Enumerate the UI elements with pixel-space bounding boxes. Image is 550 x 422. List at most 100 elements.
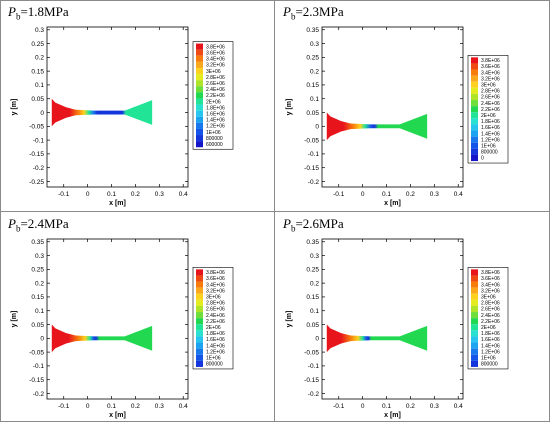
- legend-swatch: [471, 318, 478, 325]
- legend-swatch: [196, 360, 203, 367]
- x-tick-label: -0.1: [333, 191, 345, 198]
- contour-panel-3: Pb=2.4MPa -0.1 0 0.1 0.2 0.3 0.4 0.35 0.3 0.25 0.…: [0, 212, 274, 422]
- legend-label: 3E+06: [481, 83, 496, 89]
- legend-label: 2.8E+06: [206, 301, 225, 307]
- y-tick-label: -0.1: [33, 363, 45, 370]
- param-subscript: b: [15, 11, 21, 22]
- legend-swatch: [196, 287, 203, 294]
- y-tick-label: 0.3: [310, 41, 319, 48]
- legend-swatch: [196, 348, 203, 355]
- legend-swatch: [471, 312, 478, 319]
- y-tick-label: 0.05: [306, 322, 319, 329]
- legend-swatch: [196, 318, 203, 325]
- legend-swatch: [196, 43, 203, 50]
- legend-swatch: [196, 74, 203, 81]
- x-tick-label: 0: [361, 403, 365, 410]
- legend-label: 1.4E+06: [481, 131, 500, 137]
- legend-label: 1.2E+06: [481, 137, 500, 143]
- legend-label: 2.2E+06: [206, 319, 225, 325]
- nozzle-flow-field: [326, 324, 428, 353]
- legend-swatch: [196, 122, 203, 129]
- legend-swatch: [471, 112, 478, 119]
- y-tick-label: 0.05: [31, 322, 44, 329]
- x-axis-label: x [m]: [384, 200, 401, 207]
- legend-label: 800000: [206, 136, 223, 142]
- x-tick-label: -0.1: [58, 191, 70, 198]
- legend-label: 600000: [206, 142, 223, 148]
- legend-swatch: [196, 86, 203, 93]
- y-tick-label: 0.15: [31, 294, 44, 301]
- y-tick-label: -0.05: [29, 349, 44, 356]
- legend-swatch: [471, 287, 478, 294]
- legend-label: 2.6E+06: [481, 95, 500, 101]
- y-tick-label: 0.1: [35, 308, 44, 315]
- legend-swatch: [471, 69, 478, 76]
- legend-label: 3.2E+06: [481, 76, 500, 82]
- y-tick-label: 0.1: [35, 82, 44, 89]
- legend-swatch: [196, 312, 203, 319]
- x-tick-label: 0.4: [179, 403, 188, 410]
- x-tick-label: 0.3: [430, 403, 439, 410]
- legend-swatch: [196, 293, 203, 300]
- y-tick-label: -0.1: [33, 137, 45, 144]
- legend-label: 2.2E+06: [206, 93, 225, 99]
- legend-swatch: [471, 57, 478, 64]
- legend-swatch: [196, 67, 203, 75]
- legend-label: 1E+06: [206, 130, 221, 136]
- legend-swatch: [196, 342, 203, 349]
- legend-swatch: [196, 141, 203, 148]
- y-tick-label: -0.1: [308, 363, 320, 370]
- legend-swatch: [471, 75, 478, 82]
- legend-swatch: [196, 92, 203, 99]
- legend-label: 2.4E+06: [206, 87, 225, 93]
- legend-label: 1.8E+06: [206, 331, 225, 337]
- legend-label: 3E+06: [481, 295, 496, 301]
- legend-label: 1.8E+06: [481, 331, 500, 337]
- legend-swatch: [471, 136, 478, 143]
- legend-swatch: [196, 269, 203, 276]
- y-tick-label: 0.35: [306, 27, 319, 34]
- legend-swatch: [196, 49, 203, 56]
- legend-label: 2E+06: [481, 325, 496, 331]
- legend-label: 3.6E+06: [206, 50, 225, 56]
- x-tick-label: 0.1: [107, 191, 116, 198]
- legend-label: 3E+06: [206, 69, 221, 75]
- legend-swatch: [471, 336, 478, 343]
- plot-frame: [321, 26, 464, 188]
- legend-swatch: [471, 342, 478, 349]
- y-tick-label: -0.1: [308, 151, 320, 158]
- legend-label: 1.2E+06: [206, 124, 225, 130]
- legend-label: 2E+06: [206, 325, 221, 331]
- legend-label: 1.2E+06: [206, 349, 225, 355]
- x-tick-label: 0.4: [179, 191, 188, 198]
- y-tick-label: 0.3: [310, 253, 319, 260]
- x-tick-label: 0.3: [155, 191, 164, 198]
- legend-label: 3.2E+06: [206, 63, 225, 69]
- legend-swatch: [471, 81, 478, 88]
- legend-label: 2E+06: [206, 99, 221, 105]
- legend-swatch: [196, 128, 203, 136]
- y-tick-label: 0: [40, 110, 44, 117]
- y-tick-label: -0.25: [29, 179, 44, 186]
- legend-swatch: [196, 336, 203, 343]
- x-tick-label: 0.4: [454, 403, 463, 410]
- legend-swatch: [196, 354, 203, 361]
- param-value: =1.8MPa: [20, 4, 69, 19]
- y-tick-label: 0.1: [310, 96, 319, 103]
- legend-swatch: [471, 275, 478, 282]
- legend-label: 1.2E+06: [481, 349, 500, 355]
- legend-swatch: [471, 87, 478, 94]
- x-axis-label: x [m]: [109, 200, 126, 207]
- legend-label: 3.2E+06: [206, 288, 225, 294]
- y-tick-label: 0.3: [35, 27, 44, 34]
- y-tick-label: 0.15: [306, 82, 319, 89]
- legend-label: 2.6E+06: [481, 307, 500, 313]
- y-tick-label: -0.15: [29, 377, 44, 384]
- contour-plot: -0.1 0 0.1 0.2 0.3 0.4 0.35 0.3 0.25 0.2 0.15 0.1 0.…: [286, 238, 509, 419]
- legend-label: 2.4E+06: [481, 101, 500, 107]
- legend-label: 800000: [481, 362, 498, 368]
- param-subscript: b: [290, 11, 296, 22]
- legend-label: 2.2E+06: [481, 319, 500, 325]
- x-tick-label: 0.1: [382, 403, 391, 410]
- y-tick-label: 0.25: [31, 41, 44, 48]
